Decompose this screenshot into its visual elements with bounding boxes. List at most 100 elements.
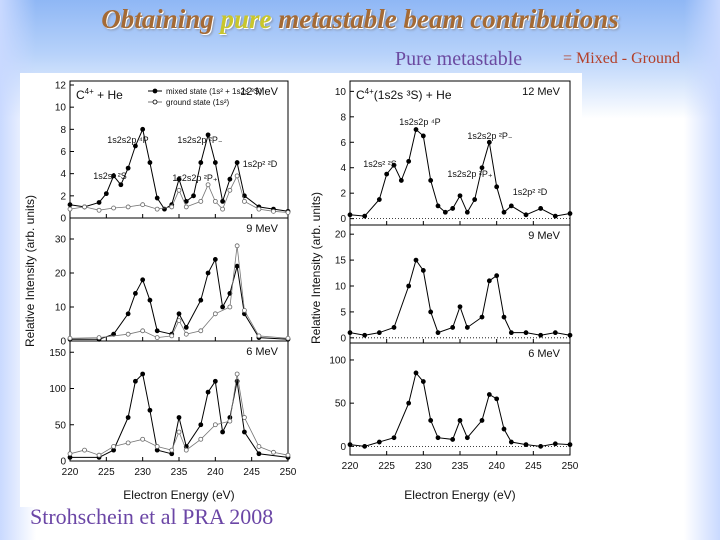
- x-tick-label: 245: [243, 467, 260, 478]
- data-point: [552, 330, 558, 336]
- data-point: [494, 396, 500, 402]
- ground-point: [82, 204, 87, 210]
- legend-entry: ground state (1s²): [166, 98, 229, 107]
- peak-annotation: 1s2s2p ⁴P: [107, 135, 148, 145]
- y-tick-label: 15: [335, 256, 347, 267]
- legend-entry: mixed state (1s² + 1s2s ³S): [166, 87, 262, 96]
- data-point: [538, 206, 544, 211]
- data-point: [398, 178, 404, 183]
- series-line: [70, 257, 289, 340]
- data-point: [376, 197, 382, 202]
- reaction-label-rest: (1s2s ³S) + He: [374, 88, 452, 102]
- data-point: [442, 209, 448, 215]
- data-point: [494, 273, 500, 279]
- energy-label: 6 MeV: [528, 348, 560, 360]
- data-point: [111, 173, 116, 179]
- data-point: [501, 209, 507, 215]
- y-tick-label: 10: [335, 282, 347, 293]
- data-point: [435, 435, 441, 441]
- subplot-frame: [349, 224, 571, 344]
- peak-annotation: 1s2s² ²S: [93, 171, 127, 181]
- data-point: [486, 392, 492, 397]
- ground-point: [169, 333, 175, 339]
- ground-point: [96, 335, 102, 341]
- data-point: [212, 378, 218, 384]
- y-tick-label: 30: [55, 235, 67, 246]
- y-tick-label: 0: [60, 457, 66, 468]
- data-point: [234, 160, 240, 165]
- y-axis-label: Relative Intensity (arb. units): [23, 195, 37, 347]
- data-point: [347, 212, 353, 218]
- data-point: [538, 332, 544, 338]
- ground-point: [183, 447, 189, 453]
- ground-point: [198, 328, 204, 334]
- data-point: [501, 314, 507, 320]
- data-point: [413, 257, 419, 263]
- data-point: [220, 429, 226, 435]
- spectra-figure: Relative Intensity (arb. units) Electron …: [23, 80, 579, 502]
- data-point: [212, 256, 218, 262]
- ground-point: [183, 331, 189, 337]
- ground-point: [140, 436, 146, 442]
- series-line: [69, 373, 289, 456]
- ground-point: [140, 202, 146, 208]
- data-point: [362, 213, 368, 219]
- ground-point: [82, 447, 87, 453]
- x-tick-label: 230: [415, 461, 432, 472]
- ground-point: [212, 198, 218, 204]
- data-point: [154, 195, 160, 201]
- data-point: [464, 325, 470, 330]
- x-tick-label: 250: [562, 461, 579, 472]
- data-point: [457, 193, 463, 199]
- data-point: [464, 435, 470, 441]
- data-point: [67, 202, 73, 208]
- ground-point: [125, 440, 131, 446]
- title-part-1: Obtaining: [101, 4, 221, 34]
- data-point: [420, 268, 426, 273]
- data-point: [191, 193, 196, 199]
- data-point: [227, 176, 233, 182]
- data-point: [486, 139, 492, 145]
- ground-point: [271, 449, 276, 455]
- y-tick-label: 20: [55, 269, 67, 280]
- y-tick-label: 2: [340, 189, 346, 200]
- data-point: [362, 443, 368, 449]
- x-tick-label: 235: [452, 461, 469, 472]
- ground-point: [154, 335, 160, 341]
- x-tick-label: 220: [62, 467, 79, 478]
- y-tick-label: 6: [340, 138, 346, 149]
- ground-point: [169, 447, 175, 453]
- data-point: [140, 126, 146, 132]
- ground-point: [183, 204, 189, 210]
- data-point: [347, 330, 353, 336]
- data-point: [464, 209, 470, 215]
- ground-point: [205, 182, 211, 188]
- legend-marker-mixed: [152, 88, 158, 94]
- ground-point: [271, 208, 276, 214]
- data-point: [450, 325, 456, 330]
- data-point: [501, 426, 507, 432]
- ground-point: [220, 206, 226, 212]
- y-tick-label: 150: [49, 348, 66, 359]
- ground-point: [212, 422, 218, 428]
- citation: Strohschein et al PRA 2008: [30, 504, 274, 529]
- data-point: [220, 198, 226, 204]
- ground-point: [125, 204, 131, 210]
- energy-label: 12 MeV: [240, 86, 279, 98]
- ground-point: [234, 243, 240, 249]
- data-point: [457, 304, 463, 310]
- data-point: [472, 197, 478, 202]
- data-point: [457, 418, 463, 423]
- data-point: [234, 263, 240, 269]
- x-tick-label: 235: [171, 467, 188, 478]
- data-point: [140, 277, 146, 283]
- data-point: [118, 182, 124, 188]
- ground-point: [256, 206, 262, 212]
- ground-point: [176, 187, 182, 193]
- y-tick-label: 4: [340, 163, 346, 174]
- data-point: [176, 176, 182, 182]
- data-point: [133, 290, 138, 296]
- data-point: [523, 442, 529, 448]
- ground-point: [111, 205, 116, 211]
- y-axis-label: Relative Intensity (arb. units): [309, 192, 323, 344]
